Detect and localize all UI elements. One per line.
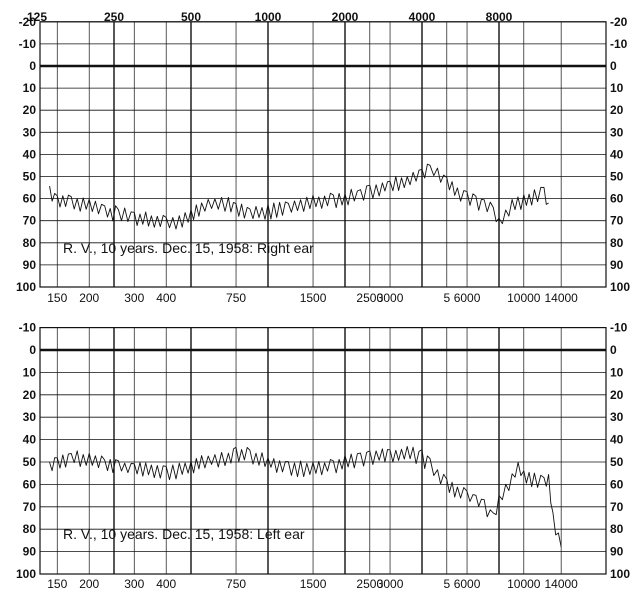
- right-ear-caption: R. V., 10 years. Dec. 15, 1958: Right ea…: [63, 240, 314, 256]
- left-ear-y-tick-left: 20: [23, 388, 37, 402]
- left-ear-y-tick-left: 40: [23, 433, 37, 447]
- left-ear-y-tick-right: 80: [610, 522, 624, 536]
- right-ear-tick-labels: -20 -20 -10 -10 0 0 10 10 20 20 30 30 40 40 50 50 60 60 70…: [16, 10, 630, 305]
- right-ear-y-tick-right: 40: [610, 147, 624, 161]
- left-ear-bottom-tick: 300: [124, 577, 144, 591]
- left-ear-series: [49, 446, 562, 548]
- left-ear-bottom-tick: 10000: [507, 577, 541, 591]
- right-ear-bottom-tick: 5: [443, 291, 450, 305]
- left-ear-y-tick-right: 70: [610, 500, 624, 514]
- left-ear-y-tick-left: 100: [16, 567, 36, 581]
- left-ear-bottom-tick: 400: [156, 577, 176, 591]
- right-ear-y-tick-left: 70: [23, 214, 37, 228]
- left-ear-caption: R. V., 10 years. Dec. 15, 1958: Left ear: [63, 526, 305, 542]
- left-ear-y-tick-left: 10: [23, 365, 37, 379]
- right-ear-y-tick-right: -10: [610, 37, 628, 51]
- left-ear-y-tick-right: 0: [610, 343, 617, 357]
- left-ear-y-tick-right: -10: [610, 321, 628, 335]
- left-ear-y-tick-left: 50: [23, 455, 37, 469]
- left-ear-y-tick-left: 70: [23, 500, 37, 514]
- left-ear-y-tick-left: 60: [23, 477, 37, 491]
- left-ear-bottom-tick: 750: [226, 577, 246, 591]
- left-ear-plot-frame: [39, 327, 607, 575]
- right-ear-audiogram: -20 -20 -10 -10 0 0 10 10 20 20 30 30 40 40 50 50 60 60 70…: [16, 10, 630, 305]
- right-ear-y-tick-right: 50: [610, 170, 624, 184]
- left-ear-y-tick-left: 0: [29, 343, 36, 357]
- right-ear-y-tick-right: -20: [610, 15, 628, 29]
- left-ear-threshold-trace: [49, 446, 562, 548]
- right-ear-y-tick-right: 30: [610, 125, 624, 139]
- left-ear-y-tick-right: 20: [610, 388, 624, 402]
- right-ear-y-tick-right: 70: [610, 214, 624, 228]
- right-ear-bottom-tick: 3000: [377, 291, 404, 305]
- right-ear-y-tick-left: -20: [19, 15, 37, 29]
- right-ear-y-tick-left: 60: [23, 192, 37, 206]
- right-ear-bottom-tick: 300: [124, 291, 144, 305]
- right-ear-series: [49, 163, 549, 230]
- left-ear-y-tick-right: 30: [610, 410, 624, 424]
- left-ear-y-tick-right: 60: [610, 477, 624, 491]
- left-ear-bottom-tick: 150: [47, 577, 67, 591]
- right-ear-bottom-tick: 150: [47, 291, 67, 305]
- right-ear-y-tick-right: 90: [610, 258, 624, 272]
- right-ear-top-tick: 500: [181, 10, 201, 24]
- right-ear-bottom-tick: 200: [79, 291, 99, 305]
- right-ear-y-tick-left: 80: [23, 236, 37, 250]
- right-ear-top-tick: 8000: [486, 10, 513, 24]
- right-ear-plot-frame: [39, 21, 607, 288]
- left-ear-bottom-tick: 3000: [377, 577, 404, 591]
- left-ear-y-tick-right: 10: [610, 365, 624, 379]
- left-ear-bottom-tick: 14000: [544, 577, 578, 591]
- right-ear-y-tick-left: 10: [23, 81, 37, 95]
- right-ear-top-tick: 250: [104, 10, 124, 24]
- right-ear-y-tick-right: 10: [610, 81, 624, 95]
- left-ear-y-tick-left: 30: [23, 410, 37, 424]
- left-ear-y-tick-left: 90: [23, 545, 37, 559]
- left-ear-y-tick-right: 50: [610, 455, 624, 469]
- right-ear-bottom-tick: 1500: [300, 291, 327, 305]
- left-ear-bottom-tick: 6000: [454, 577, 481, 591]
- right-ear-top-tick: 1000: [255, 10, 282, 24]
- right-ear-top-tick: 2000: [332, 10, 359, 24]
- right-ear-bottom-tick: 6000: [454, 291, 481, 305]
- left-ear-tick-labels: -10 -10 0 0 10 10 20 20 30 30 40 40 50 50 60 60 70 70 80 80…: [16, 321, 630, 591]
- right-ear-y-tick-right: 60: [610, 192, 624, 206]
- left-ear-y-tick-left: -10: [19, 321, 37, 335]
- right-ear-y-tick-left: 30: [23, 125, 37, 139]
- left-ear-bottom-tick: 2500: [356, 577, 383, 591]
- left-ear-bottom-tick: 200: [79, 577, 99, 591]
- right-ear-y-tick-left: 20: [23, 103, 37, 117]
- right-ear-top-tick: 125: [27, 10, 47, 24]
- right-ear-y-tick-right: 80: [610, 236, 624, 250]
- right-ear-y-tick-left: 50: [23, 170, 37, 184]
- right-ear-bottom-tick: 10000: [507, 291, 541, 305]
- left-ear-bottom-tick: 1500: [300, 577, 327, 591]
- right-ear-bottom-tick: 400: [156, 291, 176, 305]
- right-ear-y-tick-right: 0: [610, 59, 617, 73]
- right-ear-threshold-trace: [49, 163, 549, 230]
- right-ear-grid: [39, 21, 607, 288]
- right-ear-y-tick-left: 40: [23, 147, 37, 161]
- left-ear-y-tick-right: 90: [610, 545, 624, 559]
- left-ear-audiogram: -10 -10 0 0 10 10 20 20 30 30 40 40 50 50 60 60 70 70 80 80…: [16, 321, 630, 591]
- right-ear-y-tick-right: 20: [610, 103, 624, 117]
- right-ear-bottom-tick: 14000: [544, 291, 578, 305]
- right-ear-bottom-tick: 2500: [356, 291, 383, 305]
- right-ear-y-tick-right: 100: [610, 280, 630, 294]
- right-ear-y-tick-left: 0: [29, 59, 36, 73]
- right-ear-top-tick: 4000: [409, 10, 436, 24]
- right-ear-y-tick-left: -10: [19, 37, 37, 51]
- right-ear-y-tick-left: 90: [23, 258, 37, 272]
- right-ear-bottom-tick: 750: [226, 291, 246, 305]
- left-ear-y-tick-right: 100: [610, 567, 630, 581]
- left-ear-y-tick-left: 80: [23, 522, 37, 536]
- right-ear-y-tick-left: 100: [16, 280, 36, 294]
- left-ear-bottom-tick: 5: [443, 577, 450, 591]
- left-ear-y-tick-right: 40: [610, 433, 624, 447]
